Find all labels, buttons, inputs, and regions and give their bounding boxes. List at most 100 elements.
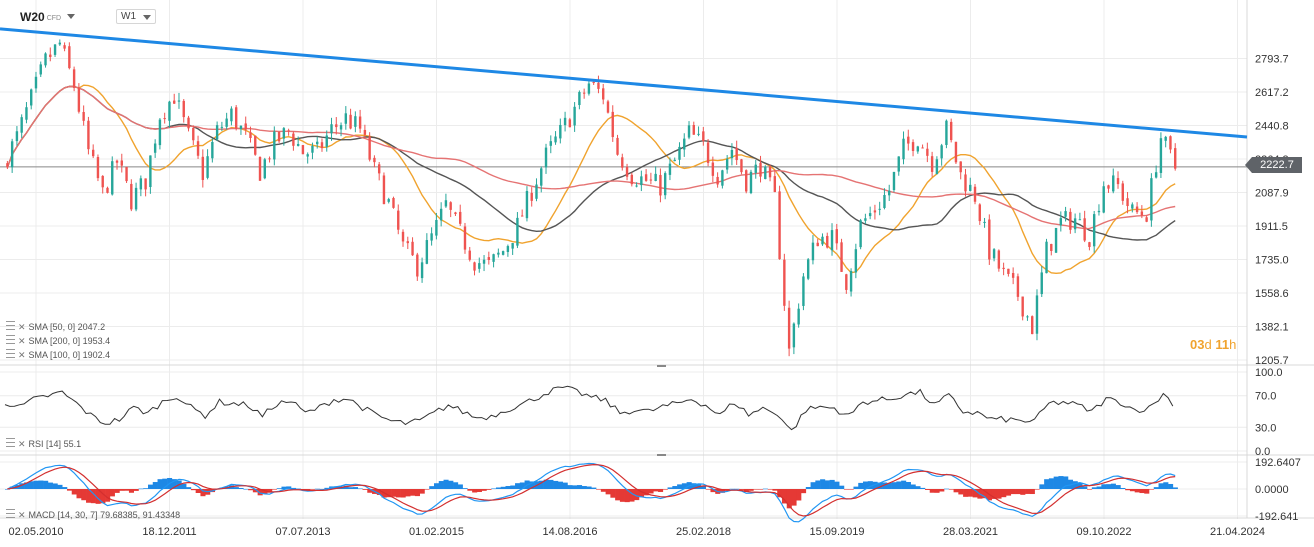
close-icon[interactable]: ✕	[18, 350, 26, 360]
macd-histogram-bar	[1029, 489, 1035, 495]
x-tick-label: 07.07.2013	[275, 526, 330, 538]
symbol-type: CFD	[46, 15, 62, 22]
menu-icon[interactable]	[6, 438, 15, 447]
macd-histogram-bar	[944, 488, 950, 490]
candle-body	[96, 157, 100, 179]
legend-macd[interactable]: ✕ MACD [14, 30, 7] 79.68385, 91.43348	[6, 509, 180, 521]
chevron-down-icon[interactable]	[67, 14, 76, 19]
candle-body	[973, 186, 977, 202]
candle-body	[816, 242, 819, 247]
current-price-tag: 2222.7	[1245, 157, 1302, 173]
candle-body	[559, 124, 562, 139]
candle-body	[244, 123, 247, 130]
macd-histogram-bar	[820, 479, 826, 489]
macd-histogram-bar	[43, 480, 49, 489]
legend-sma50[interactable]: ✕ SMA [50, 0] 2047.2	[6, 321, 105, 333]
candle-body	[301, 145, 305, 155]
macd-histogram-bar	[515, 483, 521, 489]
macd-histogram-bar	[519, 482, 525, 489]
close-icon[interactable]: ✕	[18, 322, 26, 332]
macd-histogram-bar	[863, 481, 869, 489]
y-tick-label: 1382.1	[1255, 322, 1289, 334]
macd-histogram-bar	[81, 489, 87, 501]
countdown-hours: 11	[1215, 337, 1230, 352]
candle-body	[468, 250, 471, 260]
candle-body	[916, 146, 920, 152]
macd-histogram-bar	[324, 487, 330, 489]
candle-body	[511, 243, 514, 249]
macd-histogram-bar	[400, 489, 406, 498]
macd-histogram-bar	[424, 489, 430, 490]
legend-sma200[interactable]: ✕ SMA [200, 0] 1953.4	[6, 335, 110, 347]
macd-histogram-bar	[348, 487, 354, 489]
candle-body	[764, 166, 767, 180]
candle-body	[163, 118, 166, 120]
macd-histogram-bar	[57, 484, 63, 489]
y-tick-label: 2793.7	[1255, 54, 1289, 66]
macd-histogram-bar	[600, 489, 606, 492]
candle-body	[1169, 136, 1172, 150]
menu-icon[interactable]	[6, 509, 15, 518]
close-icon[interactable]: ✕	[18, 439, 26, 449]
chevron-down-icon[interactable]	[143, 15, 151, 20]
macd-histogram-bar	[934, 489, 940, 493]
timeframe-select[interactable]: W1	[116, 9, 156, 24]
candle-body	[873, 210, 877, 213]
macd-histogram-bar	[772, 489, 778, 491]
menu-icon[interactable]	[6, 335, 15, 344]
candle-body	[1135, 206, 1139, 213]
candle-body	[425, 240, 429, 264]
candle-body	[68, 46, 71, 69]
candle-body	[911, 142, 915, 151]
candle-body	[692, 124, 695, 135]
x-tick-label: 25.02.2018	[676, 526, 731, 538]
candle-body	[234, 107, 238, 129]
candle-body	[344, 113, 348, 124]
candle-body	[34, 76, 38, 89]
macd-histogram-bar	[467, 489, 473, 491]
macd-line	[7, 462, 1176, 523]
candle-body	[711, 162, 715, 176]
candle-body	[492, 254, 495, 262]
candle-body	[401, 231, 405, 242]
candle-body	[1035, 295, 1039, 334]
candle-body	[930, 156, 934, 172]
candle-body	[964, 174, 967, 192]
candle-body	[573, 106, 576, 126]
macd-histogram-bar	[596, 489, 602, 490]
macd-histogram-bar	[648, 489, 654, 494]
macd-histogram-bar	[1115, 485, 1121, 489]
candle-body	[201, 156, 205, 180]
macd-histogram-bar	[286, 486, 292, 489]
legend-rsi[interactable]: ✕ RSI [14] 55.1	[6, 438, 81, 450]
x-tick-label: 21.04.2024	[1210, 526, 1265, 538]
macd-histogram-bar	[472, 489, 478, 493]
candle-body	[659, 174, 662, 196]
macd-histogram-bar	[157, 479, 163, 489]
candle-body	[754, 164, 757, 173]
candle-body	[1064, 211, 1067, 217]
legend-sma100[interactable]: ✕ SMA [100, 0] 1902.4	[6, 349, 110, 361]
candle-body	[10, 141, 14, 168]
macd-histogram-bar	[577, 485, 583, 489]
menu-icon[interactable]	[6, 321, 15, 330]
macd-histogram-bar	[1129, 489, 1135, 492]
candle-body	[449, 202, 452, 210]
candles	[6, 39, 1177, 357]
macd-histogram-bar	[739, 489, 745, 490]
candle-body	[435, 219, 438, 236]
macd-histogram-bar	[495, 487, 502, 489]
candle-body	[597, 82, 600, 89]
macd-histogram-bar	[438, 481, 444, 489]
candle-body	[249, 132, 252, 138]
macd-pane	[5, 462, 1178, 523]
trendline	[0, 27, 1248, 139]
macd-histogram-bar	[1044, 479, 1050, 489]
menu-icon[interactable]	[6, 349, 15, 358]
symbol-selector[interactable]: W20 CFD	[20, 10, 76, 24]
close-icon[interactable]: ✕	[18, 336, 26, 346]
close-icon[interactable]: ✕	[18, 510, 26, 520]
candle-body	[125, 166, 128, 182]
y-tick-label: 2617.2	[1255, 87, 1289, 99]
macd-histogram-bar	[562, 482, 568, 489]
